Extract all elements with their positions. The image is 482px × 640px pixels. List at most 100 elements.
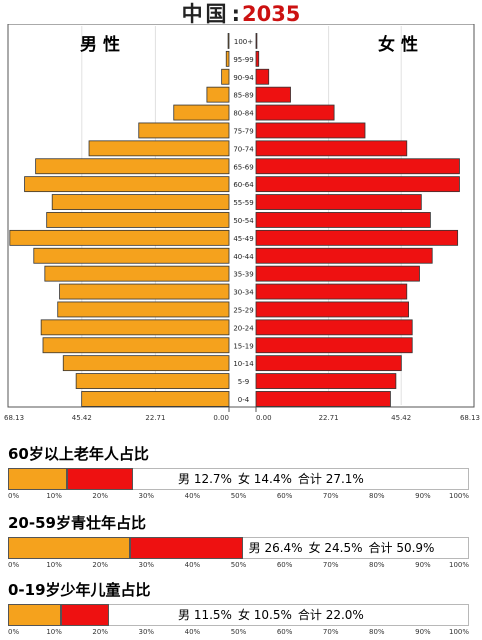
bar-female-30-34 — [255, 283, 408, 300]
age-label-15-19: 15-19 — [233, 342, 253, 350]
age-label-85-89: 85-89 — [233, 92, 253, 100]
bar-male-65-69 — [35, 158, 230, 175]
bar-female-100+ — [255, 33, 258, 49]
bar-male-0-4 — [81, 391, 230, 407]
ratio-bar-track: 男 12.7% 女 14.4% 合计 27.1% — [8, 468, 469, 490]
title-country: 中国 — [181, 2, 230, 26]
percent-tick-label: 90% — [415, 492, 431, 500]
ratio-ticks: 0% 10% 20% 30% 40% 50% 60% 70% 80% 90% 100% — [8, 561, 469, 573]
ratio-total-text: 合计 50.9% — [368, 541, 435, 555]
title-year: 2035 — [241, 2, 301, 26]
ratio-title-row: 0-19岁少年儿童占比 — [0, 578, 482, 602]
ratio-title: 0-19岁少年儿童占比 — [8, 581, 151, 599]
percent-tick-label: 10% — [46, 628, 62, 636]
bar-male-10-14 — [62, 355, 230, 372]
ratio-stats: 男 26.4% 女 24.5% 合计 50.9% — [249, 537, 441, 559]
male-label: 男 性 — [80, 34, 120, 55]
female-tick-label: 68.13 — [460, 414, 480, 422]
male-tick-label: 0.00 — [213, 414, 229, 422]
percent-tick-label: 30% — [138, 628, 155, 636]
bar-female-80-84 — [255, 104, 335, 121]
age-label-100+: 100+ — [234, 38, 253, 46]
bar-female-25-29 — [255, 301, 410, 318]
bar-male-60-64 — [24, 176, 230, 193]
percent-tick-label: 60% — [276, 492, 293, 500]
age-label-20-24: 20-24 — [233, 324, 254, 332]
ratio-female-text: 女 10.5% — [237, 608, 292, 622]
bar-female-40-44 — [255, 247, 433, 264]
age-label-70-74: 70-74 — [233, 145, 254, 153]
ratio-male-text: 男 26.4% — [248, 541, 303, 555]
ratio-male-fill — [8, 537, 130, 559]
percent-tick-label: 40% — [184, 561, 201, 569]
age-label-0-4: 0-4 — [238, 396, 250, 404]
percent-tick-label: 10% — [46, 561, 62, 569]
percent-tick-label: 0% — [8, 561, 20, 569]
population-pyramid-chart: 男 性 女 性 100+ 95-99 90-94 85-89 80-84 75-79 70-74… — [4, 24, 480, 422]
bar-female-45-49 — [255, 229, 459, 246]
bar-male-40-44 — [33, 247, 230, 264]
percent-tick-label: 60% — [276, 628, 293, 636]
female-tick-label: 45.42 — [391, 414, 411, 422]
age-label-30-34: 30-34 — [233, 289, 254, 297]
age-label-80-84: 80-84 — [233, 110, 254, 118]
bar-female-85-89 — [255, 86, 291, 103]
female-tick-label: 0.00 — [256, 414, 272, 422]
ratio-male-fill — [8, 468, 67, 490]
ratio-ticks: 0% 10% 20% 30% 40% 50% 60% 70% 80% 90% 100% — [8, 628, 469, 640]
male-tick-label: 68.13 — [4, 414, 24, 422]
ratio-stats: 男 12.7% 女 14.4% 合计 27.1% — [178, 468, 370, 490]
bar-male-55-59 — [51, 194, 230, 210]
ratio-female-text: 女 14.4% — [237, 472, 292, 486]
ratio-bar-track: 男 11.5% 女 10.5% 合计 22.0% — [8, 604, 469, 626]
age-label-75-79: 75-79 — [233, 127, 253, 135]
percent-tick-label: 70% — [322, 628, 339, 636]
percent-tick-label: 0% — [8, 492, 20, 500]
percent-tick-label: 20% — [92, 492, 108, 500]
percent-tick-label: 70% — [322, 561, 339, 569]
bar-male-50-54 — [46, 212, 230, 228]
percent-tick-label: 90% — [415, 561, 431, 569]
age-label-65-69: 65-69 — [233, 163, 253, 171]
ratio-bar-track: 男 26.4% 女 24.5% 合计 50.9% — [8, 537, 469, 559]
bar-female-75-79 — [255, 122, 366, 139]
percent-tick-label: 20% — [92, 561, 108, 569]
bar-male-5-9 — [75, 373, 230, 389]
age-label-10-14: 10-14 — [233, 360, 254, 368]
bar-male-75-79 — [138, 122, 230, 139]
bar-female-90-94 — [255, 68, 270, 85]
ratio-title-row: 20-59岁青壮年占比 — [0, 511, 482, 535]
age-label-50-54: 50-54 — [233, 217, 254, 225]
bar-male-15-19 — [42, 337, 230, 354]
percent-tick-label: 70% — [322, 492, 339, 500]
percent-tick-label: 30% — [138, 561, 155, 569]
percent-tick-label: 80% — [369, 492, 385, 500]
female-tick-label: 22.71 — [319, 414, 339, 422]
bar-male-30-34 — [59, 283, 230, 300]
percent-tick-label: 100% — [448, 561, 469, 569]
age-label-55-59: 55-59 — [233, 199, 253, 207]
bar-female-0-4 — [255, 391, 391, 407]
bar-male-35-39 — [44, 265, 230, 282]
percent-tick-label: 50% — [230, 628, 247, 636]
bar-female-70-74 — [255, 140, 408, 157]
male-tick-label: 45.42 — [72, 414, 92, 422]
bar-male-90-94 — [221, 68, 230, 85]
age-label-95-99: 95-99 — [233, 56, 253, 64]
ratio-male-fill — [8, 604, 61, 626]
percent-tick-label: 20% — [92, 628, 108, 636]
percent-tick-label: 80% — [369, 561, 385, 569]
bar-female-35-39 — [255, 265, 420, 282]
percent-tick-label: 30% — [138, 492, 155, 500]
bar-male-45-49 — [9, 229, 230, 246]
ratio-male-text: 男 12.7% — [178, 472, 232, 486]
percent-tick-label: 60% — [276, 561, 293, 569]
percent-tick-label: 100% — [448, 628, 469, 636]
ratio-female-text: 女 24.5% — [308, 541, 363, 555]
percent-tick-label: 10% — [46, 492, 62, 500]
bar-female-50-54 — [255, 212, 431, 228]
ratio-title: 20-59岁青壮年占比 — [8, 514, 146, 532]
bar-male-85-89 — [206, 86, 230, 103]
bar-female-20-24 — [255, 319, 413, 336]
percent-tick-label: 40% — [184, 628, 201, 636]
